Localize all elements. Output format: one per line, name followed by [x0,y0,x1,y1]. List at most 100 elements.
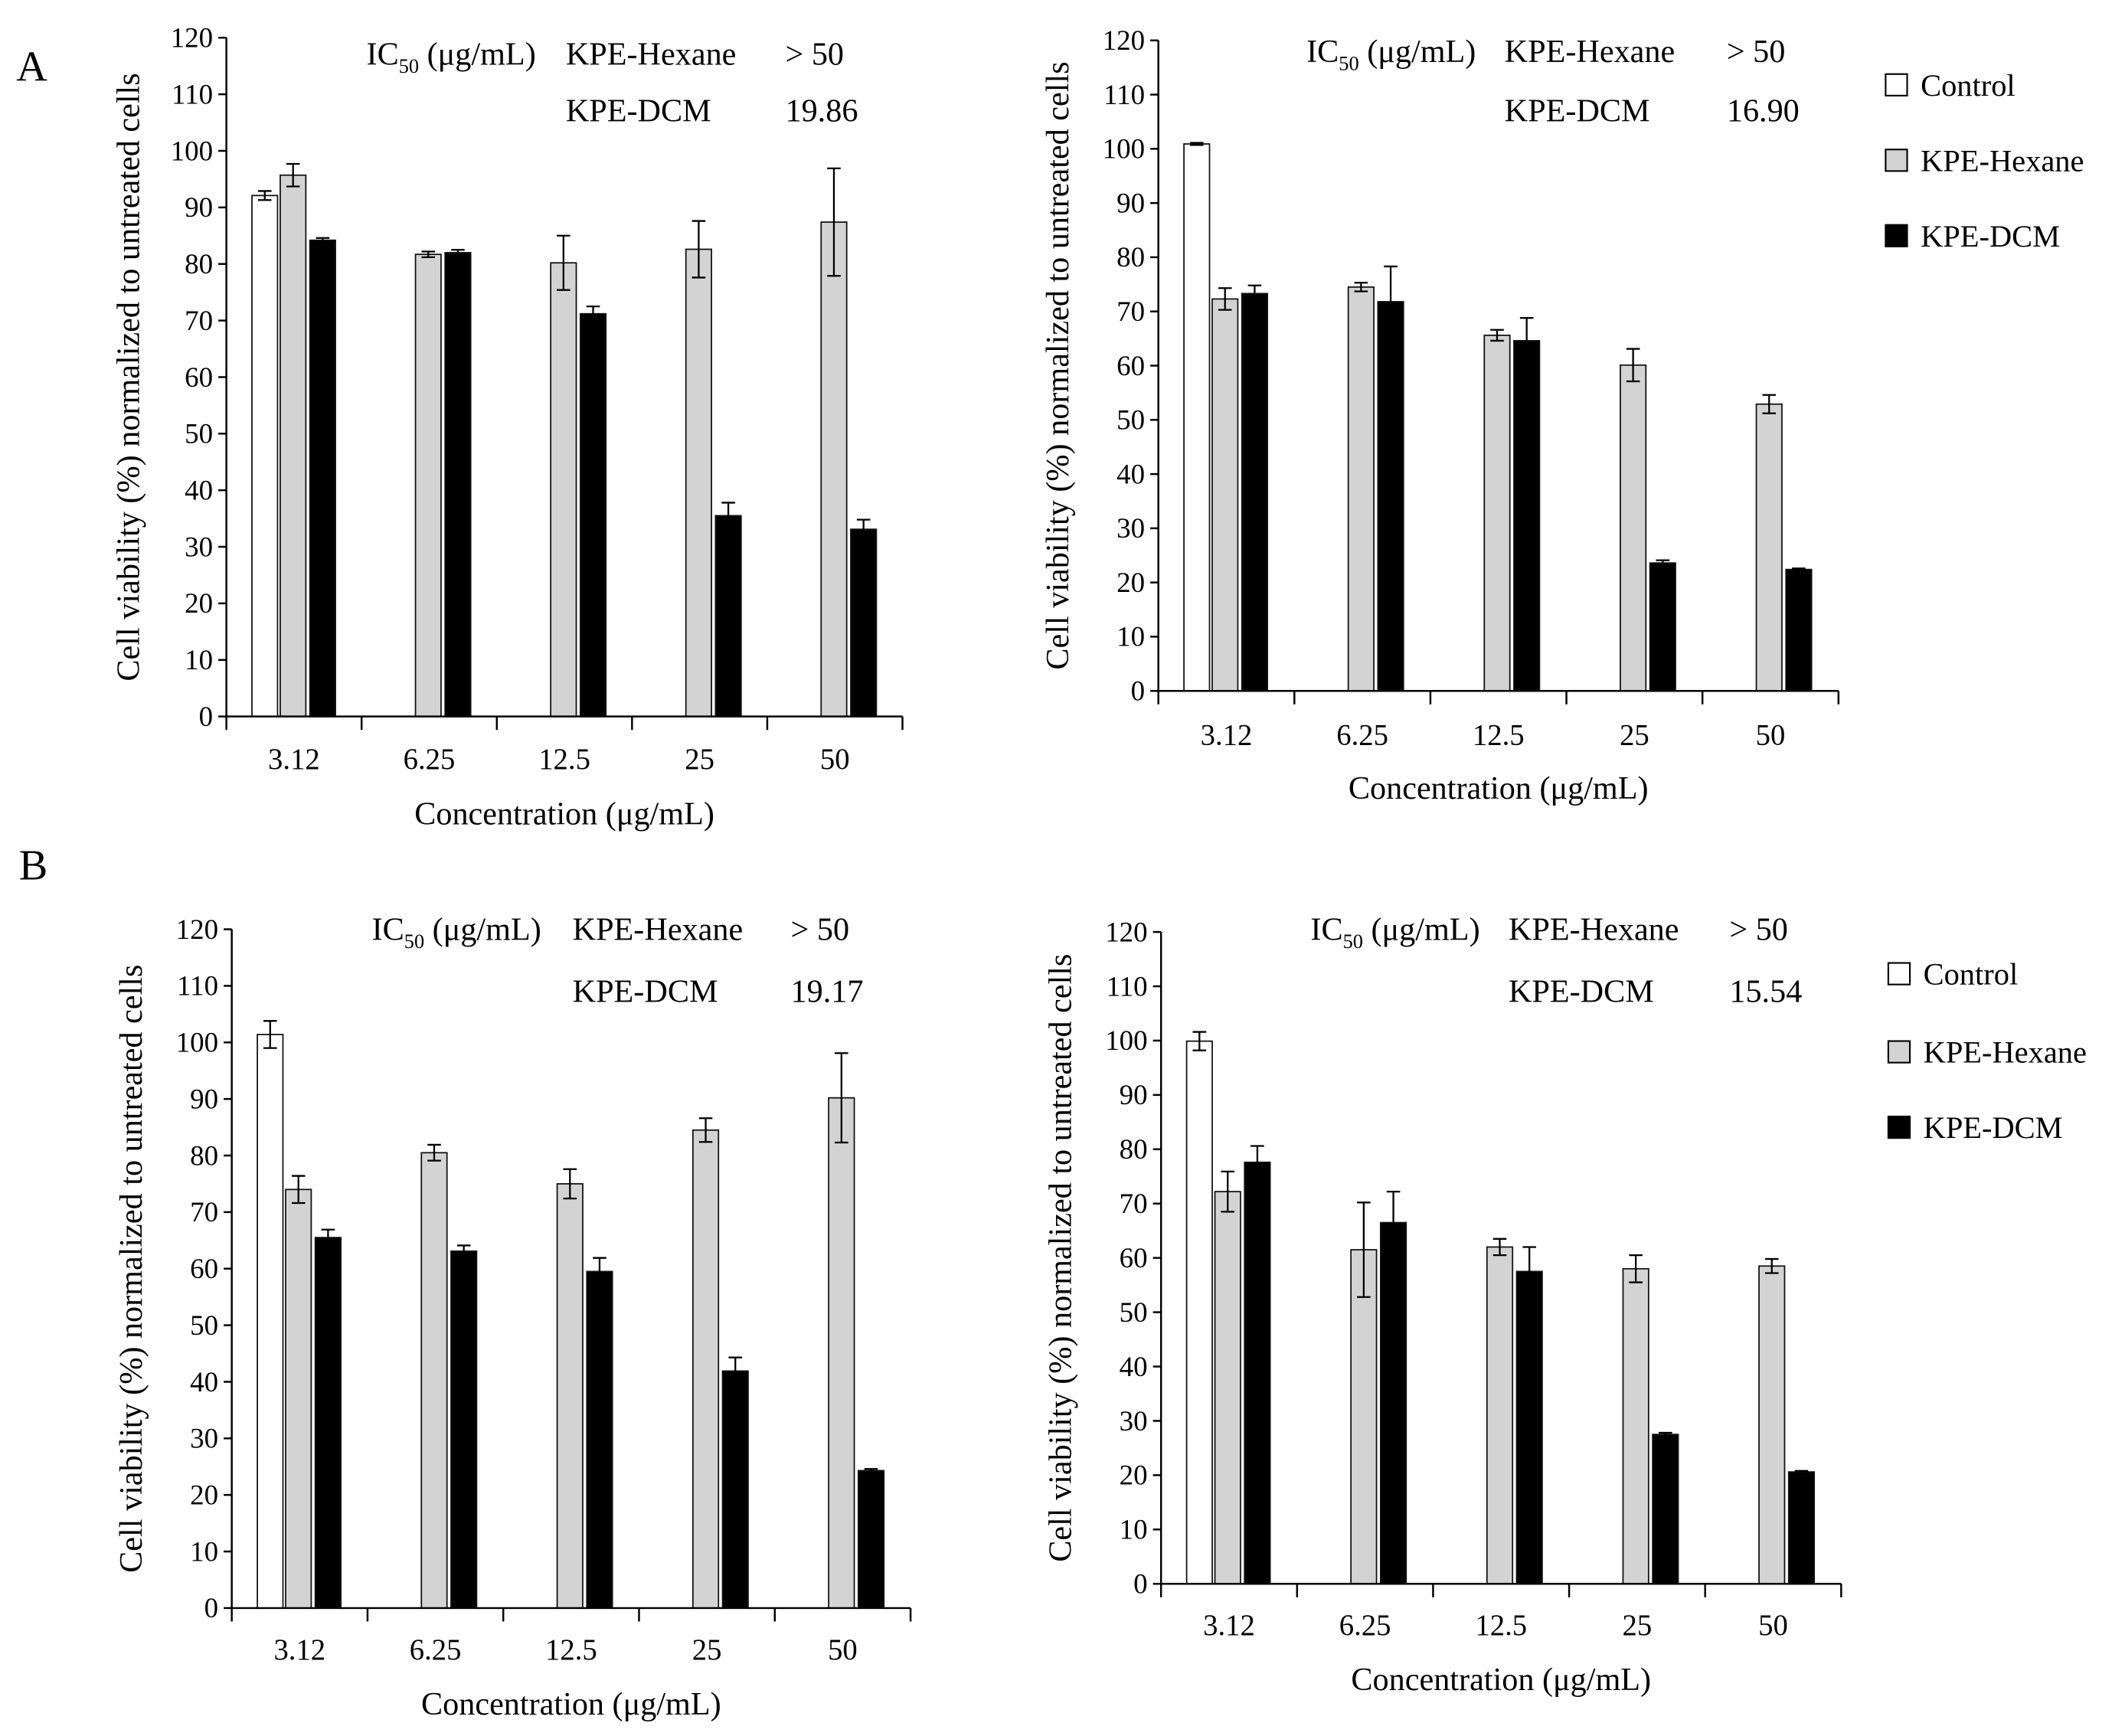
y-tick-label-20: 20 [1120,1460,1148,1491]
y-tick-label-70: 70 [1120,1188,1148,1219]
error-bar-a-right-kpe-hexane-3-12 [1218,287,1232,311]
bar-b-right-kpe-dcm-6-25 [1379,1221,1407,1585]
error-bar-b-left-kpe-dcm-12-5 [593,1257,606,1286]
error-bar-b-right-kpe-dcm-3-12 [1251,1145,1264,1180]
bar-a-left-control-3-12 [251,195,279,718]
y-tick-label-0: 0 [1131,675,1145,707]
panel-label-a: A [16,44,47,91]
x-axis-b-right: 3.12 6.25 12.5 25 50 [1159,1583,1842,1642]
x-tick-label-3-12: 3.12 [273,1634,325,1666]
y-tick-label-110: 110 [1103,79,1145,110]
error-bar-b-right-kpe-dcm-50 [1794,1470,1809,1474]
error-bar-b-right-kpe-dcm-12-5 [1522,1246,1536,1297]
y-tick-label-60: 60 [185,361,213,393]
y-tick-label-10: 10 [185,644,213,675]
y-tick-label-110: 110 [172,78,213,110]
error-bar-a-left-control-3-12 [257,190,272,201]
y-tick-label-40: 40 [1116,458,1145,489]
error-bar-b-left-kpe-hexane-6-25 [427,1143,441,1162]
legend-label-kpe-dcm: KPE-DCM [1924,1110,2063,1145]
bar-b-left-kpe-hexane-25 [691,1129,720,1609]
bars-b-right [1185,1031,1816,1585]
ic50-extract-kpe-hexane: KPE-Hexane [573,912,744,948]
y-tick-label-10: 10 [190,1535,218,1567]
error-bar-b-left-control-3-12 [263,1020,277,1049]
error-bar-b-right-kpe-hexane-3-12 [1221,1170,1235,1213]
legend-swatch-kpe-dcm [1887,1115,1911,1139]
y-tick-label-70: 70 [190,1196,218,1228]
error-bar-b-left-kpe-dcm-3-12 [321,1228,335,1247]
x-axis-a-right: 3.12 6.25 12.5 25 50 [1157,689,1840,752]
ic50-unit: (μg/mL) [1359,34,1476,70]
x-tick-label-50: 50 [828,1634,858,1666]
bar-b-left-kpe-dcm-3-12 [314,1237,342,1609]
ic50-value-kpe-dcm: 16.90 [1727,93,1800,129]
ic50-extract-kpe-dcm: KPE-DCM [1509,973,1654,1009]
error-bar-b-left-kpe-hexane-3-12 [291,1175,306,1205]
bar-a-left-kpe-dcm-6-25 [444,252,472,718]
ic50-annotation-b-left: IC50 (μg/mL) KPE-Hexane > 50 KPE-DCM 19.17 [372,912,864,1010]
y-tick-label-100: 100 [1103,133,1145,165]
error-bar-b-right-kpe-hexane-50 [1764,1257,1779,1274]
ic50-heading: IC50 (μg/mL) [372,912,541,953]
bar-a-left-kpe-dcm-50 [850,528,878,718]
ic50-extract-kpe-hexane: KPE-Hexane [566,36,737,72]
bar-b-left-kpe-dcm-25 [721,1370,749,1609]
legend-item-control: Control [1885,68,2016,103]
y-tick-label-80: 80 [1116,241,1145,273]
bar-b-right-kpe-hexane-25 [1622,1267,1649,1585]
x-tick-label-12-5: 12.5 [545,1634,597,1666]
y-axis-title: Cell viability (%) normalized to untreat… [110,73,146,681]
legend-swatch-kpe-hexane [1885,149,1908,172]
error-bar-a-right-kpe-dcm-12-5 [1519,317,1534,365]
ic50-unit: (μg/mL) [1363,912,1480,948]
y-tick-label-40: 40 [185,474,213,505]
y-tick-label-90: 90 [190,1083,218,1114]
y-tick-label-50: 50 [185,418,213,450]
bar-b-left-kpe-hexane-50 [828,1097,855,1609]
y-axis-b-right: 0 10 20 30 40 50 60 70 80 90 100 110 120 [1105,916,1162,1600]
bar-a-right-kpe-dcm-50 [1785,568,1813,692]
error-bar-a-left-kpe-dcm-12-5 [586,305,600,322]
bar-a-right-kpe-hexane-12-5 [1483,334,1511,692]
legend-item-kpe-dcm: KPE-DCM [1885,219,2060,253]
bars-a-right [1183,142,1813,692]
legend-b: Control KPE-Hexane KPE-DCM [1887,957,2087,1145]
y-tick-label-50: 50 [1116,404,1145,436]
y-tick-label-110: 110 [177,970,218,1002]
ic50-value-kpe-hexane: > 50 [1729,912,1788,948]
error-bar-a-right-control-3-12 [1189,142,1204,146]
y-tick-label-0: 0 [204,1592,218,1623]
ic50-annotation-b-right: IC50 (μg/mL) KPE-Hexane > 50 KPE-DCM 15.54 [1310,912,1802,1010]
bar-a-right-control-3-12 [1183,143,1211,692]
y-tick-label-0: 0 [1133,1568,1147,1600]
bars-a-left [251,162,878,718]
error-bar-a-right-kpe-hexane-6-25 [1354,282,1368,293]
ic50-unit: (μg/mL) [424,912,541,948]
legend-swatch-control [1887,962,1911,986]
x-tick-label-12-5: 12.5 [1475,1610,1527,1642]
bar-b-left-kpe-dcm-12-5 [586,1270,613,1609]
ic50-subscript: 50 [399,54,419,77]
x-tick-label-25: 25 [692,1634,722,1666]
bar-b-right-kpe-hexane-12-5 [1486,1246,1514,1585]
bar-a-left-kpe-dcm-12-5 [579,312,607,718]
y-tick-label-70: 70 [185,305,213,336]
error-bar-a-left-kpe-dcm-50 [856,518,871,540]
ic50-subscript: 50 [1343,930,1363,953]
bar-a-left-kpe-hexane-50 [820,221,848,718]
error-bar-b-right-kpe-hexane-12-5 [1492,1237,1507,1257]
x-tick-label-6-25: 6.25 [410,1634,462,1666]
ic50-heading: IC50 (μg/mL) [1306,34,1476,75]
y-tick-label-60: 60 [190,1253,218,1284]
bar-b-left-control-3-12 [257,1034,284,1609]
bar-a-right-kpe-dcm-25 [1649,562,1676,692]
y-axis-a-left: 0 10 20 30 40 50 60 70 80 90 100 110 120 [171,22,227,732]
y-tick-label-120: 120 [1103,25,1145,56]
bar-a-right-kpe-hexane-50 [1755,403,1783,692]
x-tick-label-25: 25 [1620,720,1649,752]
legend-label-kpe-dcm: KPE-DCM [1921,219,2060,253]
bar-a-right-kpe-dcm-6-25 [1377,301,1404,692]
error-bar-b-right-control-3-12 [1192,1031,1207,1051]
ic50-extract-kpe-dcm: KPE-DCM [573,973,718,1009]
